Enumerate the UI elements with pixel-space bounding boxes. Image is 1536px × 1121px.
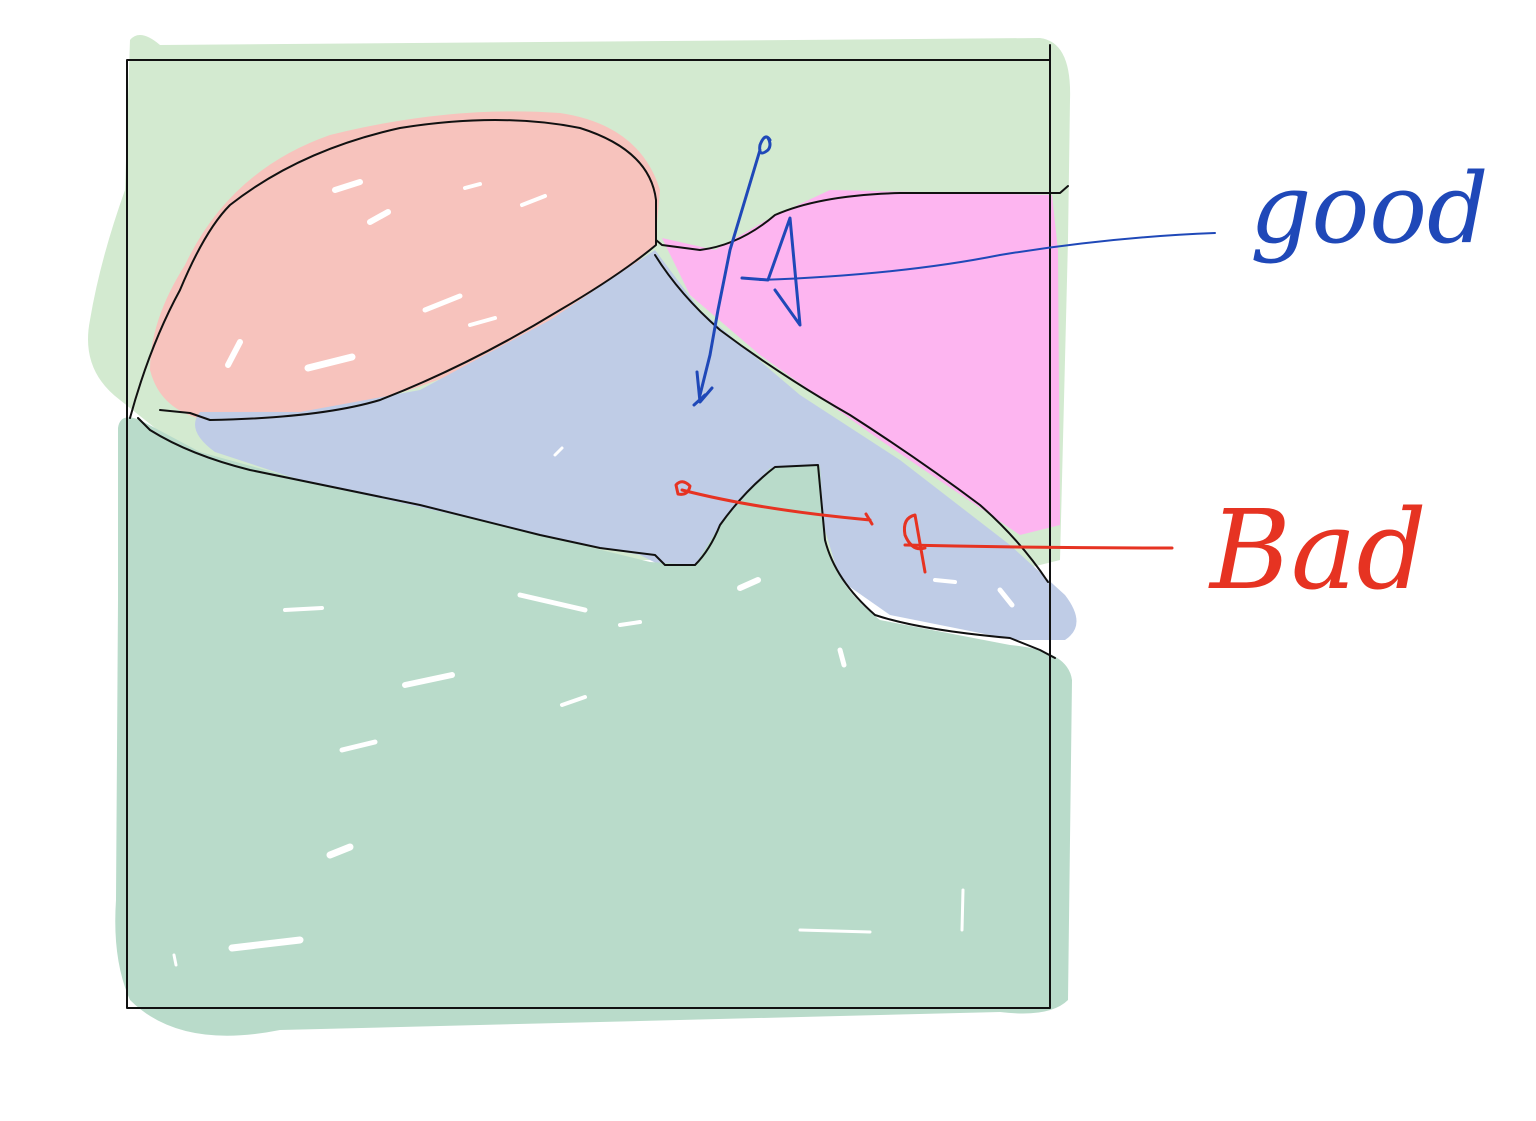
frame-outline [126, 59, 1051, 1009]
bad-pointer-marker [903, 513, 927, 574]
red-blob-outline [129, 119, 657, 421]
bad-arrow-shaft [680, 488, 874, 526]
outlines [126, 44, 1069, 1009]
bad-arrow-dot [674, 480, 692, 496]
region-ground [115, 417, 1073, 1036]
hatch-streaks [172, 179, 1015, 967]
bad-annotation [674, 480, 1174, 574]
good-label: good [1250, 153, 1489, 265]
bad-leader-line [903, 543, 1174, 550]
bad-label: Bad [1208, 486, 1427, 614]
good-leader-line [759, 232, 1216, 281]
good-arrow-shaft [698, 135, 772, 397]
ridge-outline [654, 254, 1049, 583]
region-red-blob [150, 111, 660, 420]
magenta-outline [655, 185, 1069, 251]
good-arrow-head [692, 370, 714, 407]
blue-ground-boundary [137, 417, 1056, 659]
region-blue [195, 250, 1077, 640]
region-magenta [662, 190, 1060, 535]
good-annotation [692, 135, 1216, 407]
